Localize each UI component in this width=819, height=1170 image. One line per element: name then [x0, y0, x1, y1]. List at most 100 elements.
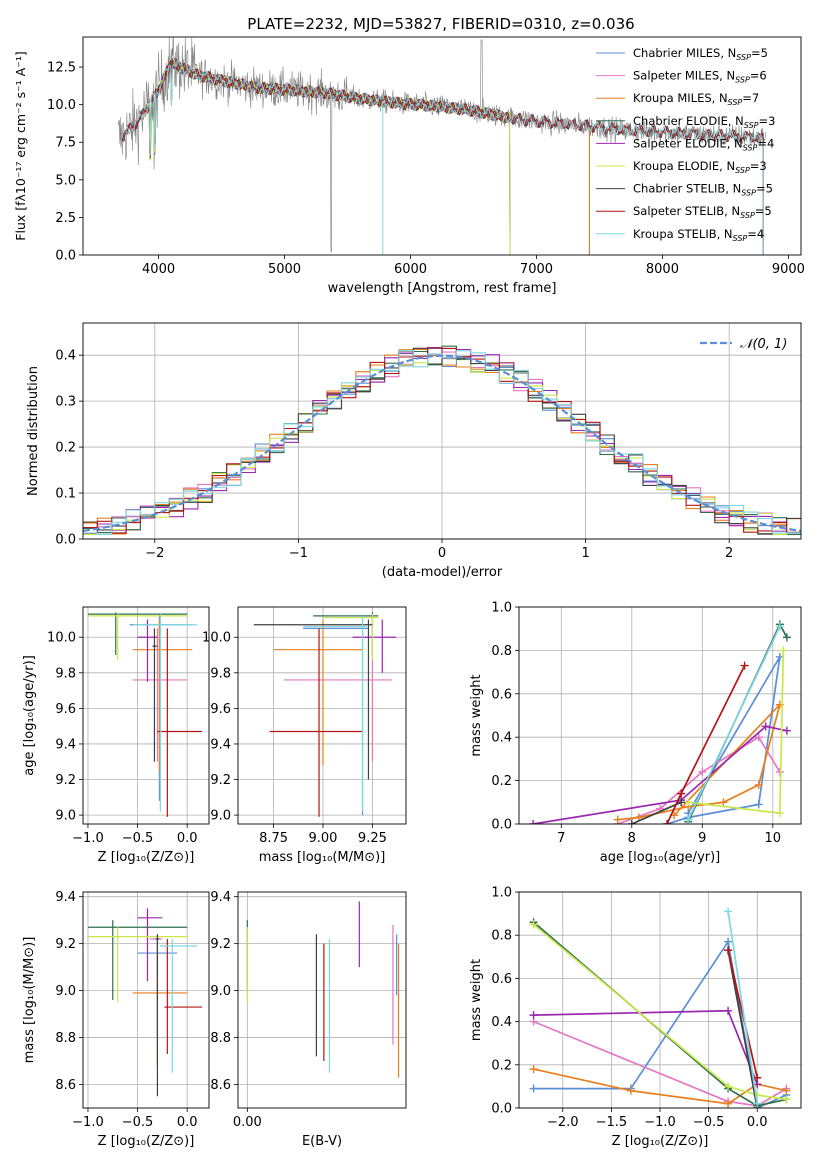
mass-weight-marker	[684, 815, 693, 824]
x-axis-label: (data-model)/error	[382, 565, 503, 580]
y-tick-label: 8.6	[55, 1078, 76, 1093]
mass-weight-marker	[626, 1086, 635, 1095]
mass-weight-line	[727, 950, 759, 1108]
y-tick-label: 9.2	[55, 773, 76, 788]
axes-frame	[82, 891, 210, 1109]
y-tick-label: 9.2	[210, 773, 231, 788]
mass-weight-marker	[754, 800, 763, 809]
panel-7: 0.00 8.6 8.8 9.0 9.2 9.4 E(B-V)	[210, 890, 407, 1149]
figure-title: PLATE=2232, MJD=53827, FIBERID=0310, z=0…	[247, 15, 634, 33]
mass-weight-line	[532, 725, 788, 824]
y-tick-label: 9.0	[210, 809, 231, 824]
axes-frame	[237, 606, 407, 825]
y-tick-label: 0.2	[491, 774, 512, 789]
x-tick-label: 7	[557, 831, 565, 846]
x-tick-label: 6000	[394, 262, 427, 277]
y-tick-label: 1.0	[491, 601, 512, 616]
y-tick-label: 0.4	[55, 349, 76, 364]
y-tick-label: 0.4	[491, 731, 512, 746]
mass-weight-marker	[724, 946, 733, 955]
y-tick-label: 9.0	[55, 809, 76, 824]
y-tick-label: 9.2	[55, 937, 76, 952]
y-axis-label: mass weight	[469, 959, 484, 1041]
x-tick-label: 5000	[268, 262, 301, 277]
x-tick-label: 8	[628, 831, 636, 846]
plot-area	[529, 620, 791, 824]
plot-area	[253, 612, 397, 817]
y-tick-label: 5.0	[55, 173, 76, 188]
model-spectrum-chabrier-miles	[120, 60, 590, 255]
x-tick-label: 0.0	[747, 1115, 768, 1130]
x-tick-label: 9.25	[358, 831, 387, 846]
mass-weight-marker	[724, 1099, 733, 1108]
mass-weight-line	[687, 622, 788, 823]
y-tick-label: 0.8	[491, 644, 512, 659]
mass-weight-marker	[677, 798, 686, 807]
mass-weight-line	[727, 911, 759, 1104]
y-tick-label: 0.4	[491, 1015, 512, 1030]
x-tick-label: −2	[145, 546, 164, 561]
mass-weight-marker	[779, 646, 788, 655]
mass-weight-line	[631, 801, 682, 824]
x-axis-label: Z [log₁₀(Z/Z⊙)]	[612, 1134, 709, 1149]
y-tick-label: 12.5	[47, 61, 76, 76]
y-tick-label: 9.8	[210, 666, 231, 681]
model-spectrum-salpeter-stelib	[120, 60, 764, 255]
y-tick-label: 9.4	[210, 737, 231, 752]
x-tick-label: −2.0	[547, 1115, 579, 1130]
model-spectrum-kroupa-stelib	[120, 60, 764, 255]
mass-weight-marker	[724, 907, 733, 916]
panel-8: −2.0 −1.5 −1.0 −0.5 0.0 0.0 0.2 0.4 0.6 0.8 1.0 Z […	[469, 886, 802, 1149]
mass-weight-line	[727, 950, 759, 1078]
y-axis-label: Flux [fλ10⁻¹⁷ erg cm⁻² s⁻¹ A⁻¹]	[13, 51, 28, 240]
mass-weight-marker	[782, 726, 791, 735]
model-spectrum-kroupa-miles	[120, 58, 590, 255]
legend: 𝒩(0, 1)	[700, 337, 787, 352]
mass-weight-marker	[724, 1082, 733, 1091]
model-spectrum-kroupa-elodie	[145, 57, 511, 255]
axes-frame	[237, 891, 407, 1109]
mass-weight-marker	[684, 798, 693, 807]
x-tick-label: −0.5	[122, 831, 154, 846]
plot-area	[118, 37, 766, 255]
axes-frame	[518, 606, 802, 825]
x-axis-label: age [log₁₀(age/yr)]	[600, 850, 721, 865]
y-tick-label: 0.2	[491, 1058, 512, 1073]
mass-weight-marker	[754, 780, 763, 789]
mass-weight-marker	[775, 809, 784, 818]
histogram-chabrier-stelib	[83, 347, 801, 535]
legend-label: 𝒩(0, 1)	[740, 337, 787, 352]
y-tick-label: 8.8	[210, 1031, 231, 1046]
plot-area	[83, 345, 801, 535]
axes-frame	[82, 322, 802, 540]
y-tick-label: 0.0	[491, 818, 512, 833]
legend-label: Salpeter ELODIE, NSSP=4	[633, 136, 774, 152]
mass-weight-marker	[529, 820, 538, 824]
y-tick-label: 8.8	[55, 1031, 76, 1046]
y-tick-label: 0.3	[55, 395, 76, 410]
mass-weight-marker	[753, 1073, 762, 1082]
mass-weight-line	[666, 665, 746, 824]
legend-label: Chabrier ELODIE, NSSP=3	[633, 114, 775, 130]
legend-label: Chabrier STELIB, NSSP=5	[633, 182, 773, 198]
mass-weight-marker	[698, 767, 707, 776]
x-axis-label: Z [log₁₀(Z/Z⊙)]	[98, 850, 195, 865]
x-tick-label: 0.00	[233, 1115, 262, 1130]
model-spectrum-chabrier-elodie	[145, 58, 511, 255]
x-tick-label: −0.5	[122, 1115, 154, 1130]
y-axis-label: age [log₁₀(age/yr)]	[22, 655, 37, 776]
mass-weight-marker	[529, 1011, 538, 1020]
panel-4: 8.75 9.00 9.25 9.0 9.2 9.4 9.6 9.8 10.0 mass [log…	[202, 606, 407, 865]
model-spectrum-salpeter-miles	[120, 60, 590, 255]
y-tick-label: 0.0	[55, 249, 76, 264]
mass-weight-marker	[677, 789, 686, 798]
legend-label: Salpeter MILES, NSSP=6	[633, 69, 767, 85]
y-tick-label: 2.5	[55, 211, 76, 226]
mass-weight-marker	[627, 820, 636, 824]
panel-5: 7 8 9 10 0.0 0.2 0.4 0.6 0.8 1.0 age [log₁₀(age/yr…	[469, 601, 802, 865]
y-tick-label: 9.4	[55, 737, 76, 752]
y-tick-label: 0.0	[55, 533, 76, 548]
plot-area	[246, 901, 400, 1078]
y-tick-label: 1.0	[491, 886, 512, 901]
